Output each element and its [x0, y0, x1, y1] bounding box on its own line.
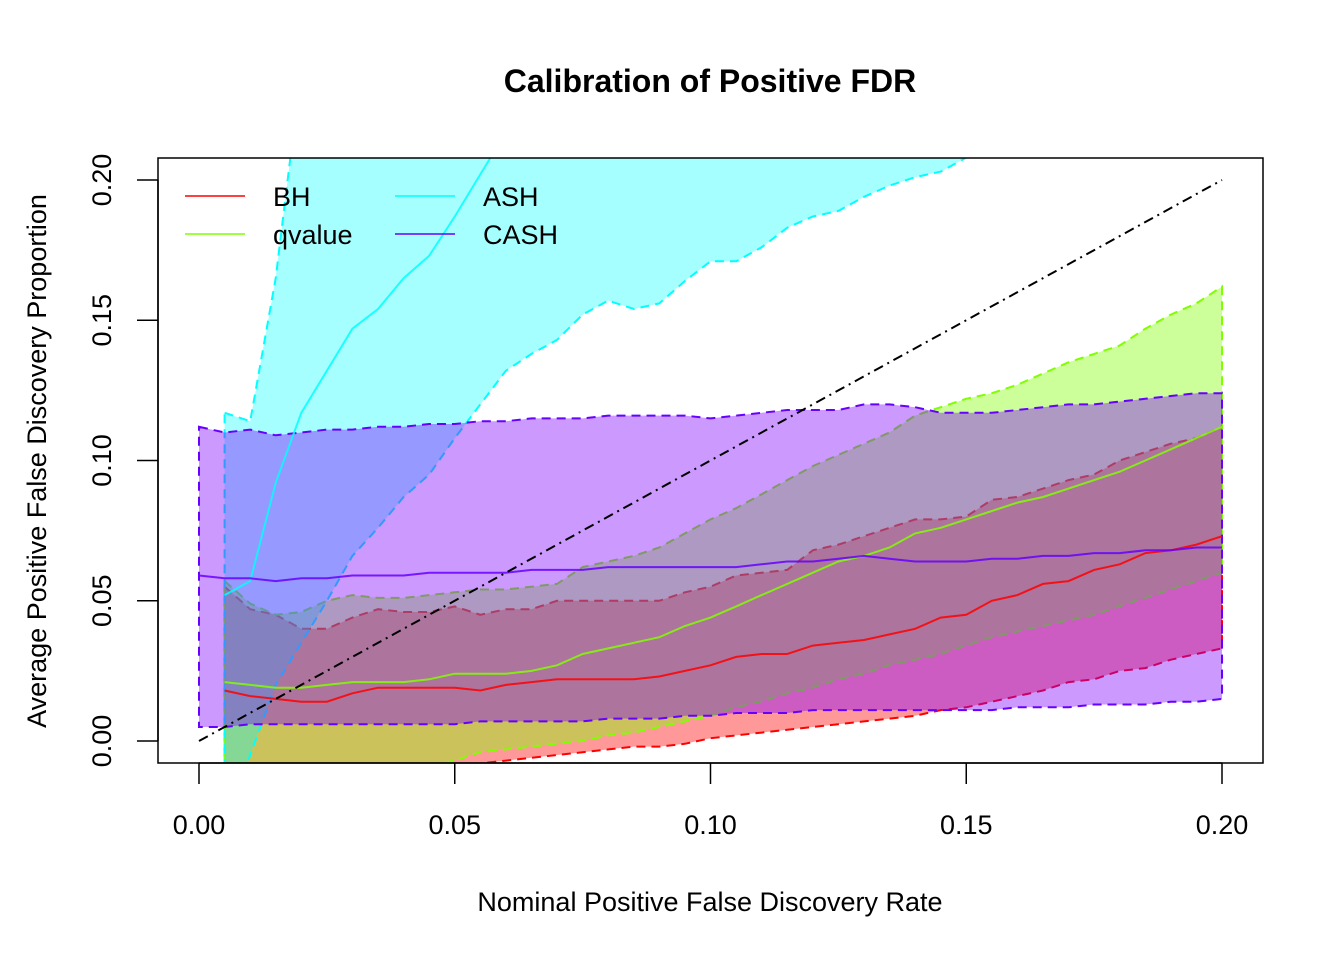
- y-tick-label: 0.00: [87, 715, 117, 768]
- x-tick-label: 0.10: [684, 810, 737, 840]
- y-axis-label: Average Positive False Discovery Proport…: [22, 194, 52, 728]
- x-axis-label: Nominal Positive False Discovery Rate: [477, 887, 942, 917]
- chart-title: Calibration of Positive FDR: [504, 63, 916, 99]
- y-tick-label: 0.15: [87, 294, 117, 347]
- band-ash: [223, 158, 968, 763]
- legend-label-cash: CASH: [483, 220, 558, 250]
- legend-label-bh: BH: [273, 182, 311, 212]
- x-axis: 0.00 0.05 0.10 0.15 0.20: [173, 762, 1249, 840]
- x-tick-label: 0.20: [1196, 810, 1249, 840]
- band-bh: [223, 425, 1223, 763]
- line-cash: [198, 546, 1222, 583]
- y-tick-label: 0.20: [87, 154, 117, 207]
- lines-layer: [198, 158, 1223, 742]
- x-tick-label: 0.15: [940, 810, 993, 840]
- legend-label-qvalue: qvalue: [273, 220, 353, 250]
- band-cash: [198, 392, 1223, 728]
- legend-label-ash: ASH: [483, 182, 539, 212]
- line-bh: [224, 535, 1223, 703]
- y-axis: 0.00 0.05 0.10 0.15 0.20: [87, 154, 159, 768]
- bands-layer: [198, 158, 1223, 763]
- x-tick-label: 0.00: [173, 810, 226, 840]
- x-tick-label: 0.05: [428, 810, 481, 840]
- line-ash: [224, 158, 492, 596]
- legend: BH qvalue ASH CASH: [185, 182, 558, 250]
- y-tick-label: 0.10: [87, 434, 117, 487]
- reference-line: [198, 179, 1223, 742]
- y-tick-label: 0.05: [87, 574, 117, 627]
- line-qvalue: [224, 425, 1223, 689]
